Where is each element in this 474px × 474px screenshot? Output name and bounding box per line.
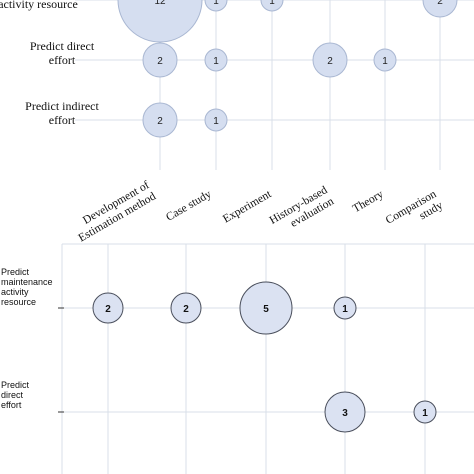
bubble [413, 400, 437, 424]
bubble [324, 391, 366, 433]
bubble [312, 42, 348, 78]
bubble [117, 0, 203, 43]
top-x-tick-label: Theory [351, 188, 386, 215]
bubble-value-label: 3 [342, 408, 348, 419]
top-bubbles: 12 1 1 22 1 2 12 1 [117, 0, 458, 138]
bubble-value-label: 5 [263, 304, 269, 315]
bubble-value-label: 1 [269, 0, 275, 7]
bubble-value-label: 12 [154, 0, 166, 7]
bubble-value-label: 1 [342, 304, 348, 315]
top-grid [75, 0, 474, 170]
top-y-tick-label: Predict direct effort [30, 39, 95, 67]
bubble [422, 0, 458, 18]
bubble-value-label: 2 [327, 56, 333, 67]
top-x-tick-label: History-basedevaluation [268, 184, 337, 238]
bottom-grid [58, 243, 474, 474]
bottom-bubble-chart: Predict maintenance activity resource Predic… [1, 243, 474, 474]
bubble-value-label: 1 [213, 56, 219, 67]
bubble-value-label: 1 [213, 116, 219, 127]
top-y-axis-labels: activity resource Predict direct effort Pre… [0, 0, 99, 127]
bubble [170, 292, 202, 324]
top-x-tick-label: Comparisonstudy [384, 188, 445, 238]
bubble-value-label: 2 [183, 304, 189, 315]
bubble-value-label: 2 [157, 56, 163, 67]
top-y-tick-label: activity resource [0, 0, 78, 11]
bottom-y-axis-labels: Predict maintenance activity resource Predic… [1, 267, 53, 410]
bottom-y-tick-label: Predict direct effort [1, 380, 30, 410]
bubble-value-label: 2 [157, 116, 163, 127]
top-x-tick-label: Case study [164, 188, 214, 224]
bubble-value-label: 1 [382, 56, 388, 67]
bubble [260, 0, 284, 12]
bubble [333, 296, 357, 320]
top-x-tick-label: Experiment [221, 188, 274, 226]
bubble-value-label: 2 [105, 304, 111, 315]
bubble [92, 292, 124, 324]
top-x-axis-labels: Development ofEstimation method Case stud… [70, 179, 445, 244]
bubble [142, 102, 178, 138]
top-x-tick-label: Development ofEstimation method [70, 179, 158, 244]
bubble [204, 48, 228, 72]
bottom-y-tick-label: Predict maintenance activity resource [1, 267, 53, 307]
bubble [142, 42, 178, 78]
top-y-tick-label: Predict indirect effort [25, 99, 99, 127]
bubble-value-label: 1 [213, 0, 219, 7]
bubble-value-label: 1 [422, 408, 428, 419]
bubble [239, 281, 293, 335]
top-bubble-chart: activity resource Predict direct effort Pre… [0, 0, 474, 244]
bubble [204, 0, 228, 12]
bubble-value-label: 2 [437, 0, 443, 7]
bubble [204, 108, 228, 132]
bubble [373, 48, 397, 72]
bottom-bubbles: 2 2 5 1 3 1 [92, 281, 437, 433]
